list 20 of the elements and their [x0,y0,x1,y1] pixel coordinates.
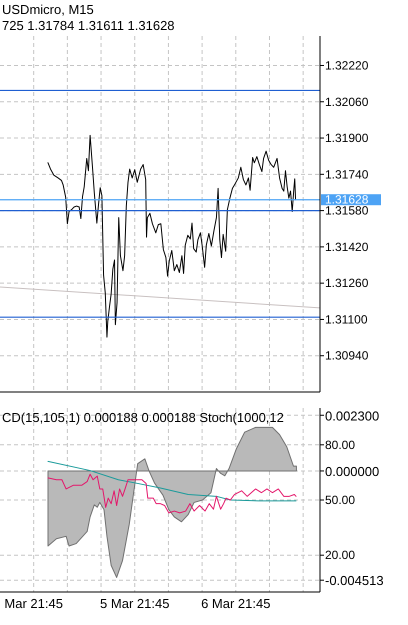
y-tick-label: 1.32060 [325,94,369,109]
y-tick-label: 1.31900 [325,131,369,146]
y-tick-label: 50.00 [325,493,356,507]
y-tick-label: 20.00 [325,548,356,562]
y2-tick-label: 0.002300 [325,408,380,424]
chart-subtitle: 725 1.31784 1.31611 1.31628 [2,18,175,33]
y2-tick-label: 0.000000 [325,464,380,479]
chart-title: CD(15,105,1) 0.000188 0.000188 Stoch(1000,12 [2,410,284,425]
y-tick-label: 1.31260 [325,276,369,290]
y-tick-label: 1.31100 [325,312,368,326]
y-tick-label: 1.30940 [325,348,369,363]
y-tick-label: 80.00 [325,438,356,452]
x-tick-label: 6 Mar 21:45 [201,596,270,611]
y-tick-label: 1.31740 [325,167,369,182]
y-tick-label: 1.32220 [325,58,369,72]
chart-title: USDmicro, M15 [2,2,94,17]
y-tick-label: 1.31420 [325,240,369,254]
x-tick-label: Mar 21:45 [4,596,63,611]
x-tick-label: 5 Mar 21:45 [100,596,170,611]
y2-tick-label: -0.004513 [325,573,384,588]
